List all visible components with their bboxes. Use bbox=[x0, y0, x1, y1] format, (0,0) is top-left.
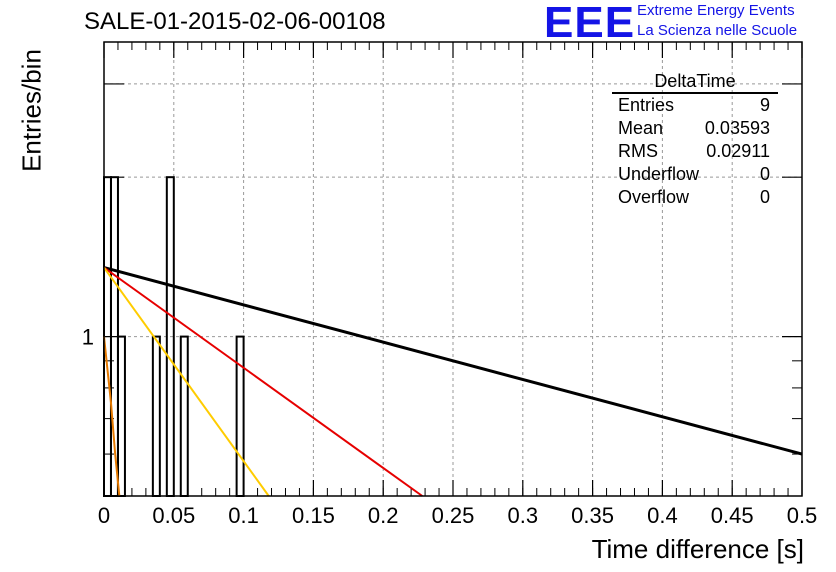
y-tick-label: 1 bbox=[82, 325, 94, 350]
x-tick-label: 0 bbox=[98, 503, 110, 528]
stats-key: Underflow bbox=[618, 164, 700, 184]
x-tick-label: 0.3 bbox=[508, 503, 539, 528]
histogram-bin bbox=[116, 335, 126, 497]
stats-key: Entries bbox=[618, 95, 675, 115]
x-tick-label: 0.45 bbox=[711, 503, 754, 528]
stats-key: RMS bbox=[618, 141, 658, 161]
fit-line bbox=[103, 266, 423, 497]
stats-key: Mean bbox=[618, 118, 664, 138]
stats-value: 0.02911 bbox=[706, 141, 770, 161]
stats-row-underflow: Underflow 0 bbox=[612, 163, 778, 186]
stats-value: 9 bbox=[759, 95, 770, 115]
stats-box: DeltaTime Entries 9 Mean 0.03593 RMS 0.0… bbox=[612, 70, 778, 209]
y-axis-label: Entries/bin bbox=[16, 49, 47, 172]
stats-value: 0.03593 bbox=[704, 118, 770, 138]
x-axis-label: Time difference [s] bbox=[591, 534, 804, 564]
x-tick-label: 0.5 bbox=[787, 503, 818, 528]
stats-value: 0 bbox=[759, 164, 770, 184]
stats-row-mean: Mean 0.03593 bbox=[612, 117, 778, 140]
histogram-bin bbox=[179, 335, 189, 497]
stats-title: DeltaTime bbox=[612, 70, 778, 94]
x-tick-label: 0.05 bbox=[152, 503, 195, 528]
fit-line bbox=[103, 266, 270, 497]
x-tick-label: 0.25 bbox=[432, 503, 475, 528]
x-tick-label: 0.15 bbox=[292, 503, 335, 528]
logo-line-1: Extreme Energy Events bbox=[637, 2, 795, 19]
stats-row-entries: Entries 9 bbox=[612, 94, 778, 117]
eee-logo: EEE bbox=[544, 0, 636, 47]
stats-value: 0 bbox=[759, 187, 770, 207]
x-tick-label: 0.4 bbox=[647, 503, 678, 528]
logo-line-2: La Scienza nelle Scuole bbox=[637, 22, 798, 39]
x-tick-label: 0.2 bbox=[368, 503, 399, 528]
chart-title: SALE-01-2015-02-06-00108 bbox=[84, 8, 386, 35]
plot-frame bbox=[103, 41, 803, 497]
x-tick-label: 0.35 bbox=[571, 503, 614, 528]
fit-line bbox=[103, 336, 121, 497]
stats-key: Overflow bbox=[618, 187, 690, 207]
stats-row-rms: RMS 0.02911 bbox=[612, 140, 778, 163]
histogram-bin bbox=[235, 335, 245, 497]
x-tick-label: 0.1 bbox=[228, 503, 259, 528]
stats-row-overflow: Overflow 0 bbox=[612, 186, 778, 209]
histogram-bin bbox=[151, 335, 161, 497]
fit-line bbox=[103, 266, 803, 456]
